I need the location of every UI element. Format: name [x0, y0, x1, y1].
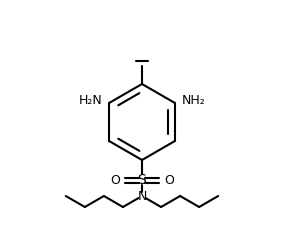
- Text: S: S: [138, 173, 146, 187]
- Text: H₂N: H₂N: [78, 94, 102, 108]
- Text: O: O: [164, 173, 174, 187]
- Text: N: N: [137, 190, 147, 202]
- Text: NH₂: NH₂: [182, 94, 206, 108]
- Text: O: O: [110, 173, 120, 187]
